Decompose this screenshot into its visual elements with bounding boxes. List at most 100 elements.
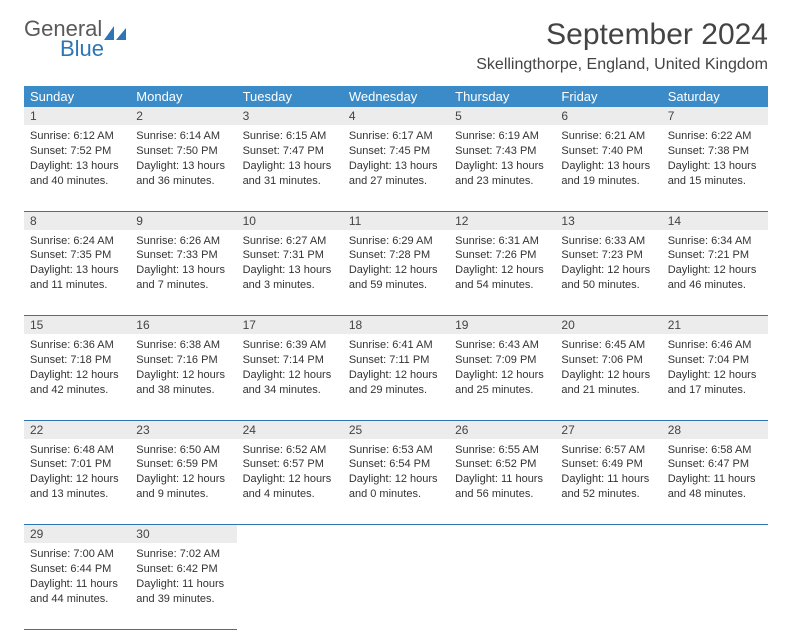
- day-cell: Sunrise: 6:31 AMSunset: 7:26 PMDaylight:…: [449, 230, 555, 316]
- day1-text: Daylight: 13 hours: [455, 159, 549, 174]
- day-number: [237, 525, 343, 544]
- day1-text: Daylight: 12 hours: [243, 368, 337, 383]
- sunset-text: Sunset: 7:23 PM: [561, 248, 655, 263]
- day2-text: and 39 minutes.: [136, 592, 230, 607]
- day-cell: Sunrise: 6:26 AMSunset: 7:33 PMDaylight:…: [130, 230, 236, 316]
- day-cell: Sunrise: 7:00 AMSunset: 6:44 PMDaylight:…: [24, 543, 130, 629]
- col-saturday: Saturday: [662, 86, 768, 107]
- day-cell-body: Sunrise: 6:50 AMSunset: 6:59 PMDaylight:…: [130, 439, 236, 508]
- sunrise-text: Sunrise: 7:02 AM: [136, 547, 230, 562]
- day-cell-body: Sunrise: 6:57 AMSunset: 6:49 PMDaylight:…: [555, 439, 661, 508]
- sunrise-text: Sunrise: 6:50 AM: [136, 443, 230, 458]
- day-cell: Sunrise: 6:12 AMSunset: 7:52 PMDaylight:…: [24, 125, 130, 211]
- title-block: September 2024 Skellingthorpe, England, …: [476, 18, 768, 74]
- day1-text: Daylight: 13 hours: [349, 159, 443, 174]
- day-cell-body: Sunrise: 6:21 AMSunset: 7:40 PMDaylight:…: [555, 125, 661, 194]
- day-cell: Sunrise: 6:41 AMSunset: 7:11 PMDaylight:…: [343, 334, 449, 420]
- day-number: 29: [24, 525, 130, 544]
- day-cell-body: Sunrise: 6:29 AMSunset: 7:28 PMDaylight:…: [343, 230, 449, 299]
- calendar-table: Sunday Monday Tuesday Wednesday Thursday…: [24, 86, 768, 630]
- day-header-row: Sunday Monday Tuesday Wednesday Thursday…: [24, 86, 768, 107]
- day2-text: and 44 minutes.: [30, 592, 124, 607]
- day-cell: Sunrise: 6:34 AMSunset: 7:21 PMDaylight:…: [662, 230, 768, 316]
- col-tuesday: Tuesday: [237, 86, 343, 107]
- day2-text: and 52 minutes.: [561, 487, 655, 502]
- sunrise-text: Sunrise: 6:39 AM: [243, 338, 337, 353]
- day-cell-body: Sunrise: 6:17 AMSunset: 7:45 PMDaylight:…: [343, 125, 449, 194]
- day-cell: Sunrise: 6:48 AMSunset: 7:01 PMDaylight:…: [24, 439, 130, 525]
- sunset-text: Sunset: 7:33 PM: [136, 248, 230, 263]
- daynum-row: 22232425262728: [24, 420, 768, 439]
- day-cell-body: Sunrise: 6:53 AMSunset: 6:54 PMDaylight:…: [343, 439, 449, 508]
- day-number: 21: [662, 316, 768, 335]
- week-row: Sunrise: 6:24 AMSunset: 7:35 PMDaylight:…: [24, 230, 768, 316]
- day1-text: Daylight: 12 hours: [349, 263, 443, 278]
- day2-text: and 25 minutes.: [455, 383, 549, 398]
- day-cell-body: Sunrise: 6:45 AMSunset: 7:06 PMDaylight:…: [555, 334, 661, 403]
- sunrise-text: Sunrise: 6:46 AM: [668, 338, 762, 353]
- day2-text: and 36 minutes.: [136, 174, 230, 189]
- day-number: [449, 525, 555, 544]
- day-cell: Sunrise: 7:02 AMSunset: 6:42 PMDaylight:…: [130, 543, 236, 629]
- day-cell-body: Sunrise: 6:38 AMSunset: 7:16 PMDaylight:…: [130, 334, 236, 403]
- sunrise-text: Sunrise: 6:43 AM: [455, 338, 549, 353]
- day-number: 14: [662, 211, 768, 230]
- day2-text: and 31 minutes.: [243, 174, 337, 189]
- day2-text: and 0 minutes.: [349, 487, 443, 502]
- daynum-row: 2930: [24, 525, 768, 544]
- day-cell: Sunrise: 6:14 AMSunset: 7:50 PMDaylight:…: [130, 125, 236, 211]
- day-number: 3: [237, 107, 343, 125]
- day1-text: Daylight: 12 hours: [136, 472, 230, 487]
- sunrise-text: Sunrise: 6:55 AM: [455, 443, 549, 458]
- day-number: 5: [449, 107, 555, 125]
- sunrise-text: Sunrise: 6:12 AM: [30, 129, 124, 144]
- daynum-row: 15161718192021: [24, 316, 768, 335]
- day2-text: and 34 minutes.: [243, 383, 337, 398]
- sunrise-text: Sunrise: 6:53 AM: [349, 443, 443, 458]
- day1-text: Daylight: 12 hours: [30, 472, 124, 487]
- day-number: 27: [555, 420, 661, 439]
- day-cell: [662, 543, 768, 629]
- day-number: 4: [343, 107, 449, 125]
- day-cell-body: Sunrise: 6:19 AMSunset: 7:43 PMDaylight:…: [449, 125, 555, 194]
- daynum-row: 891011121314: [24, 211, 768, 230]
- day-cell-body: Sunrise: 6:24 AMSunset: 7:35 PMDaylight:…: [24, 230, 130, 299]
- sunrise-text: Sunrise: 6:52 AM: [243, 443, 337, 458]
- day2-text: and 54 minutes.: [455, 278, 549, 293]
- day1-text: Daylight: 12 hours: [561, 263, 655, 278]
- day-number: 24: [237, 420, 343, 439]
- sunset-text: Sunset: 7:06 PM: [561, 353, 655, 368]
- day-cell: Sunrise: 6:15 AMSunset: 7:47 PMDaylight:…: [237, 125, 343, 211]
- sunset-text: Sunset: 7:26 PM: [455, 248, 549, 263]
- day-number: 10: [237, 211, 343, 230]
- day-cell-body: Sunrise: 6:36 AMSunset: 7:18 PMDaylight:…: [24, 334, 130, 403]
- col-friday: Friday: [555, 86, 661, 107]
- sunrise-text: Sunrise: 7:00 AM: [30, 547, 124, 562]
- day1-text: Daylight: 13 hours: [30, 263, 124, 278]
- day2-text: and 50 minutes.: [561, 278, 655, 293]
- day1-text: Daylight: 13 hours: [30, 159, 124, 174]
- sunset-text: Sunset: 7:31 PM: [243, 248, 337, 263]
- sunrise-text: Sunrise: 6:45 AM: [561, 338, 655, 353]
- day-cell-body: Sunrise: 6:58 AMSunset: 6:47 PMDaylight:…: [662, 439, 768, 508]
- day1-text: Daylight: 11 hours: [30, 577, 124, 592]
- day2-text: and 13 minutes.: [30, 487, 124, 502]
- day-cell: Sunrise: 6:53 AMSunset: 6:54 PMDaylight:…: [343, 439, 449, 525]
- sunrise-text: Sunrise: 6:58 AM: [668, 443, 762, 458]
- day-cell: Sunrise: 6:46 AMSunset: 7:04 PMDaylight:…: [662, 334, 768, 420]
- day-number: 22: [24, 420, 130, 439]
- week-row: Sunrise: 6:36 AMSunset: 7:18 PMDaylight:…: [24, 334, 768, 420]
- sunrise-text: Sunrise: 6:21 AM: [561, 129, 655, 144]
- sunset-text: Sunset: 7:01 PM: [30, 457, 124, 472]
- day1-text: Daylight: 12 hours: [349, 368, 443, 383]
- sunrise-text: Sunrise: 6:17 AM: [349, 129, 443, 144]
- day-cell-body: Sunrise: 6:14 AMSunset: 7:50 PMDaylight:…: [130, 125, 236, 194]
- day2-text: and 17 minutes.: [668, 383, 762, 398]
- sunrise-text: Sunrise: 6:36 AM: [30, 338, 124, 353]
- day-cell: Sunrise: 6:19 AMSunset: 7:43 PMDaylight:…: [449, 125, 555, 211]
- day-cell: Sunrise: 6:24 AMSunset: 7:35 PMDaylight:…: [24, 230, 130, 316]
- sunset-text: Sunset: 7:04 PM: [668, 353, 762, 368]
- day-cell: Sunrise: 6:52 AMSunset: 6:57 PMDaylight:…: [237, 439, 343, 525]
- sunset-text: Sunset: 7:21 PM: [668, 248, 762, 263]
- day-number: 26: [449, 420, 555, 439]
